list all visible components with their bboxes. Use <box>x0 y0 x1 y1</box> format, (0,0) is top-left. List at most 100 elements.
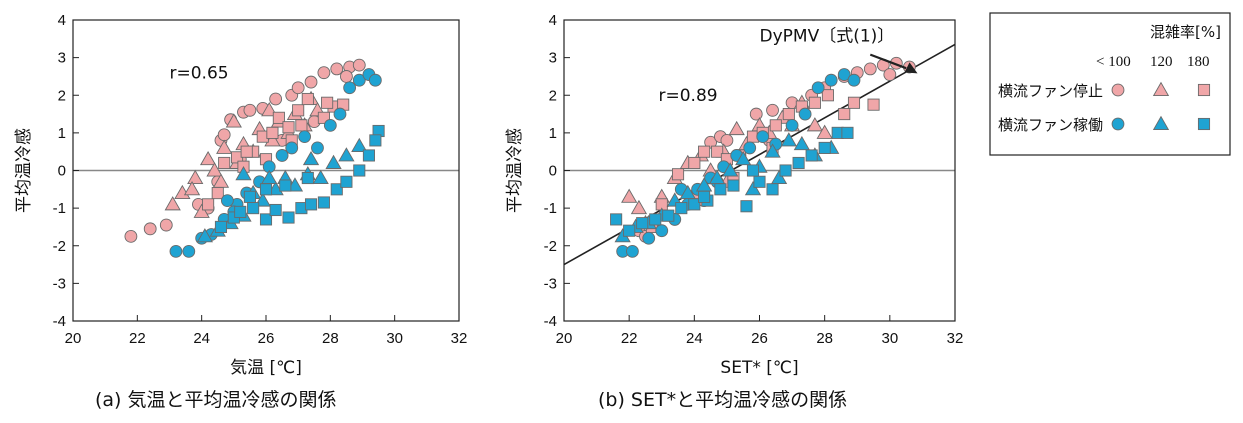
chart-b-point-on-triangle <box>722 162 739 177</box>
chart-a-point-on-triangle <box>261 169 278 184</box>
chart-a-point-on-square <box>243 190 256 203</box>
chart-a-point-on-circle <box>311 141 324 155</box>
chart-a-point-off-circle <box>269 92 283 106</box>
chart-a-point-off-circle <box>217 128 231 142</box>
chart-b-ytick-label: 2 <box>549 87 557 104</box>
chart-a-xtick-label: 24 <box>193 330 210 347</box>
chart-a-point-off-square <box>272 111 285 124</box>
chart-b-point-on-square <box>662 209 675 222</box>
chart-a-point-off-square <box>292 104 305 117</box>
chart-b-ytick-label: -4 <box>544 313 557 330</box>
chart-a-xlabel: 気温 [℃] <box>230 358 302 378</box>
chart-b-point-off-circle <box>766 103 779 117</box>
chart-a-point-off-square <box>301 92 314 106</box>
chart-a-point-off-circle <box>124 229 138 243</box>
chart-b-point-off-circle <box>720 133 734 147</box>
chart-b-point-off-square <box>769 119 782 132</box>
chart-a-point-off-square <box>317 111 330 124</box>
chart-b-point-off-circle <box>883 68 897 81</box>
chart-a-point-on-square <box>279 179 292 192</box>
chart-a-point-off-triangle <box>225 113 242 128</box>
chart-b-point-on-square <box>766 183 779 196</box>
chart-a-point-on-triangle <box>325 154 342 169</box>
chart-b-set-vs-sensation: 20 22 24 26 28 30 32 -4 -3 -2 -1 0 1 2 3 4 SET* [℃] 平均温冷感… <box>505 12 963 378</box>
chart-b-point-off-square <box>688 156 701 170</box>
chart-b-point-off-triangle <box>621 188 638 203</box>
chart-b-point-on-square <box>818 141 831 154</box>
chart-b-point-on-square <box>649 213 662 226</box>
chart-a-ytick-label: 4 <box>58 12 66 29</box>
legend-row-fan-on: 横流ファン稼働 <box>998 116 1103 134</box>
chart-a-point-on-square <box>214 220 228 233</box>
chart-a-ylabel: 平均温冷感 <box>14 128 34 213</box>
chart-a-xtick-label: 32 <box>451 330 468 347</box>
chart-a-point-on-circle <box>275 149 289 162</box>
chart-a-point-off-square <box>321 96 334 109</box>
chart-b-xtick-label: 24 <box>686 330 703 347</box>
chart-a-point-on-circle <box>333 107 347 121</box>
chart-a-point-off-square <box>211 187 224 200</box>
chart-a-point-off-circle <box>317 66 331 80</box>
chart-a-point-off-square <box>202 198 215 211</box>
legend-col-180: 180 <box>1187 54 1210 70</box>
chart-b-point-off-square <box>821 89 834 102</box>
chart-a-point-off-circle <box>304 75 318 89</box>
chart-b-point-on-triangle <box>770 169 788 184</box>
chart-a-ytick-label: 2 <box>58 87 66 104</box>
chart-b-point-on-circle <box>798 107 812 121</box>
chart-b-point-off-square <box>808 96 821 109</box>
chart-a-xtick-label: 20 <box>65 330 82 347</box>
chart-b-point-on-square <box>746 164 760 177</box>
chart-b-point-off-square <box>671 168 685 181</box>
chart-a-point-on-square <box>282 211 295 224</box>
chart-a-ytick-label: 3 <box>58 50 66 67</box>
chart-b-point-on-square <box>636 217 649 230</box>
chart-a-point-on-triangle <box>235 166 252 181</box>
legend-marker-fan_on-circle <box>1111 117 1125 131</box>
chart-b-xtick-label: 20 <box>556 330 573 347</box>
chart-b-point-off-square <box>782 108 795 121</box>
chart-b-point-off-triangle <box>806 117 824 132</box>
chart-b-point-off-triangle <box>728 120 745 136</box>
chart-b-point-on-circle <box>743 141 757 155</box>
chart-b-xtick-label: 22 <box>621 330 638 347</box>
chart-b-point-on-square <box>698 190 711 203</box>
chart-b-point-on-circle <box>655 224 669 238</box>
chart-b-ytick-label: 4 <box>549 12 557 29</box>
chart-a-point-on-circle <box>323 118 337 132</box>
chart-b-point-on-circle <box>837 68 851 81</box>
chart-a-ytick-label: 1 <box>58 125 66 142</box>
chart-b-point-off-square <box>847 96 861 109</box>
chart-b-correlation-label: r=0.89 <box>658 86 717 106</box>
chart-a-point-off-square <box>218 156 231 170</box>
chart-b-point-on-square <box>841 126 854 139</box>
chart-b-point-off-circle <box>863 62 877 76</box>
chart-a-ytick-label: -4 <box>53 313 66 330</box>
chart-b-point-off-circle <box>704 135 718 149</box>
chart-a-xtick-label: 26 <box>258 330 275 347</box>
chart-a-caption: (a) 気温と平均温冷感の関係 <box>95 389 337 411</box>
chart-b-point-on-circle <box>811 81 825 95</box>
chart-a-point-off-triangle <box>164 196 181 211</box>
chart-b-point-on-circle <box>642 231 656 245</box>
chart-b-ytick-label: 0 <box>549 163 557 180</box>
chart-a-point-on-square <box>304 198 318 211</box>
chart-b-xtick-label: 32 <box>947 330 964 347</box>
chart-a-point-on-triangle <box>338 147 355 162</box>
chart-a-point-off-triangle <box>187 169 204 184</box>
chart-b-ytick-label: 3 <box>549 50 557 67</box>
chart-a-plot-frame <box>72 19 460 322</box>
chart-b-point-on-square <box>740 200 753 213</box>
chart-a-point-on-square <box>353 164 366 177</box>
chart-a-point-off-circle <box>143 222 157 236</box>
chart-b-ytick-label: -3 <box>544 275 557 292</box>
chart-b-point-on-square <box>688 198 701 211</box>
chart-b-point-on-square <box>805 149 818 162</box>
chart-a-ytick-label: -1 <box>53 200 66 217</box>
chart-a-point-off-circle <box>340 70 353 83</box>
chart-b-regression-arrow <box>869 53 907 70</box>
chart-b-point-on-square <box>753 175 766 188</box>
chart-b-point-off-circle <box>749 107 763 121</box>
chart-a-point-on-square <box>369 134 382 147</box>
